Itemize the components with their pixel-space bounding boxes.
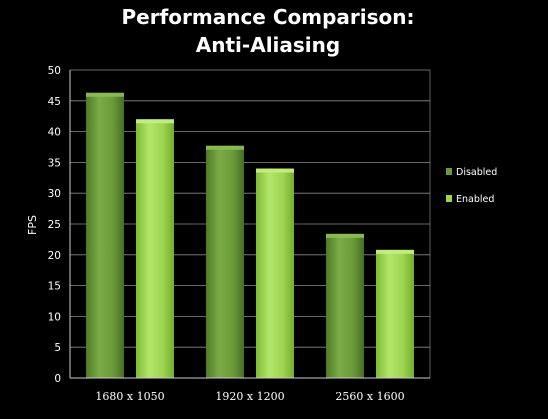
legend-label-disabled: Disabled: [456, 167, 497, 178]
bar-disabled: [326, 233, 364, 378]
bar-enabled: [256, 168, 294, 378]
bar-disabled: [86, 92, 124, 379]
y-tick-label: 30: [48, 188, 61, 200]
bar-disabled: [206, 145, 244, 378]
y-tick-label: 50: [48, 65, 61, 77]
y-axis-label: FPS: [26, 215, 39, 235]
bar-enabled-cap: [136, 119, 174, 124]
plot-area: 0 5 10 15 20 25 30 35 40 45 50 1680 x 1050 1920 x 12…: [48, 65, 431, 403]
bar-disabled-cap: [326, 233, 364, 238]
y-tick-label: 0: [54, 373, 61, 385]
bar-enabled: [136, 119, 174, 378]
y-tick-label: 40: [48, 127, 61, 139]
legend: Disabled Enabled: [446, 167, 497, 205]
y-tick-label: 45: [48, 96, 61, 108]
bar-disabled-cap: [206, 145, 244, 150]
x-category-label: 1680 x 1050: [95, 390, 164, 403]
y-tick-label: 15: [48, 281, 61, 293]
x-category-label: 2560 x 1600: [335, 390, 404, 403]
chart-title-line-2: Anti-Aliasing: [196, 33, 340, 57]
legend-swatch-disabled: [446, 168, 452, 175]
y-tick-label: 25: [48, 219, 61, 231]
bar-disabled-cap: [86, 92, 124, 97]
bar-enabled: [376, 249, 414, 378]
y-tick-label: 5: [54, 342, 61, 354]
y-tick-label: 20: [48, 250, 61, 262]
bar-enabled-cap: [256, 168, 294, 173]
bar-enabled-cap: [376, 249, 414, 254]
y-tick-label: 10: [48, 311, 61, 323]
legend-label-enabled: Enabled: [456, 194, 494, 205]
x-category-label: 1920 x 1200: [215, 390, 284, 403]
y-tick-label: 35: [48, 157, 61, 169]
chart-title-line-1: Performance Comparison:: [121, 5, 414, 29]
legend-swatch-enabled: [446, 195, 452, 202]
